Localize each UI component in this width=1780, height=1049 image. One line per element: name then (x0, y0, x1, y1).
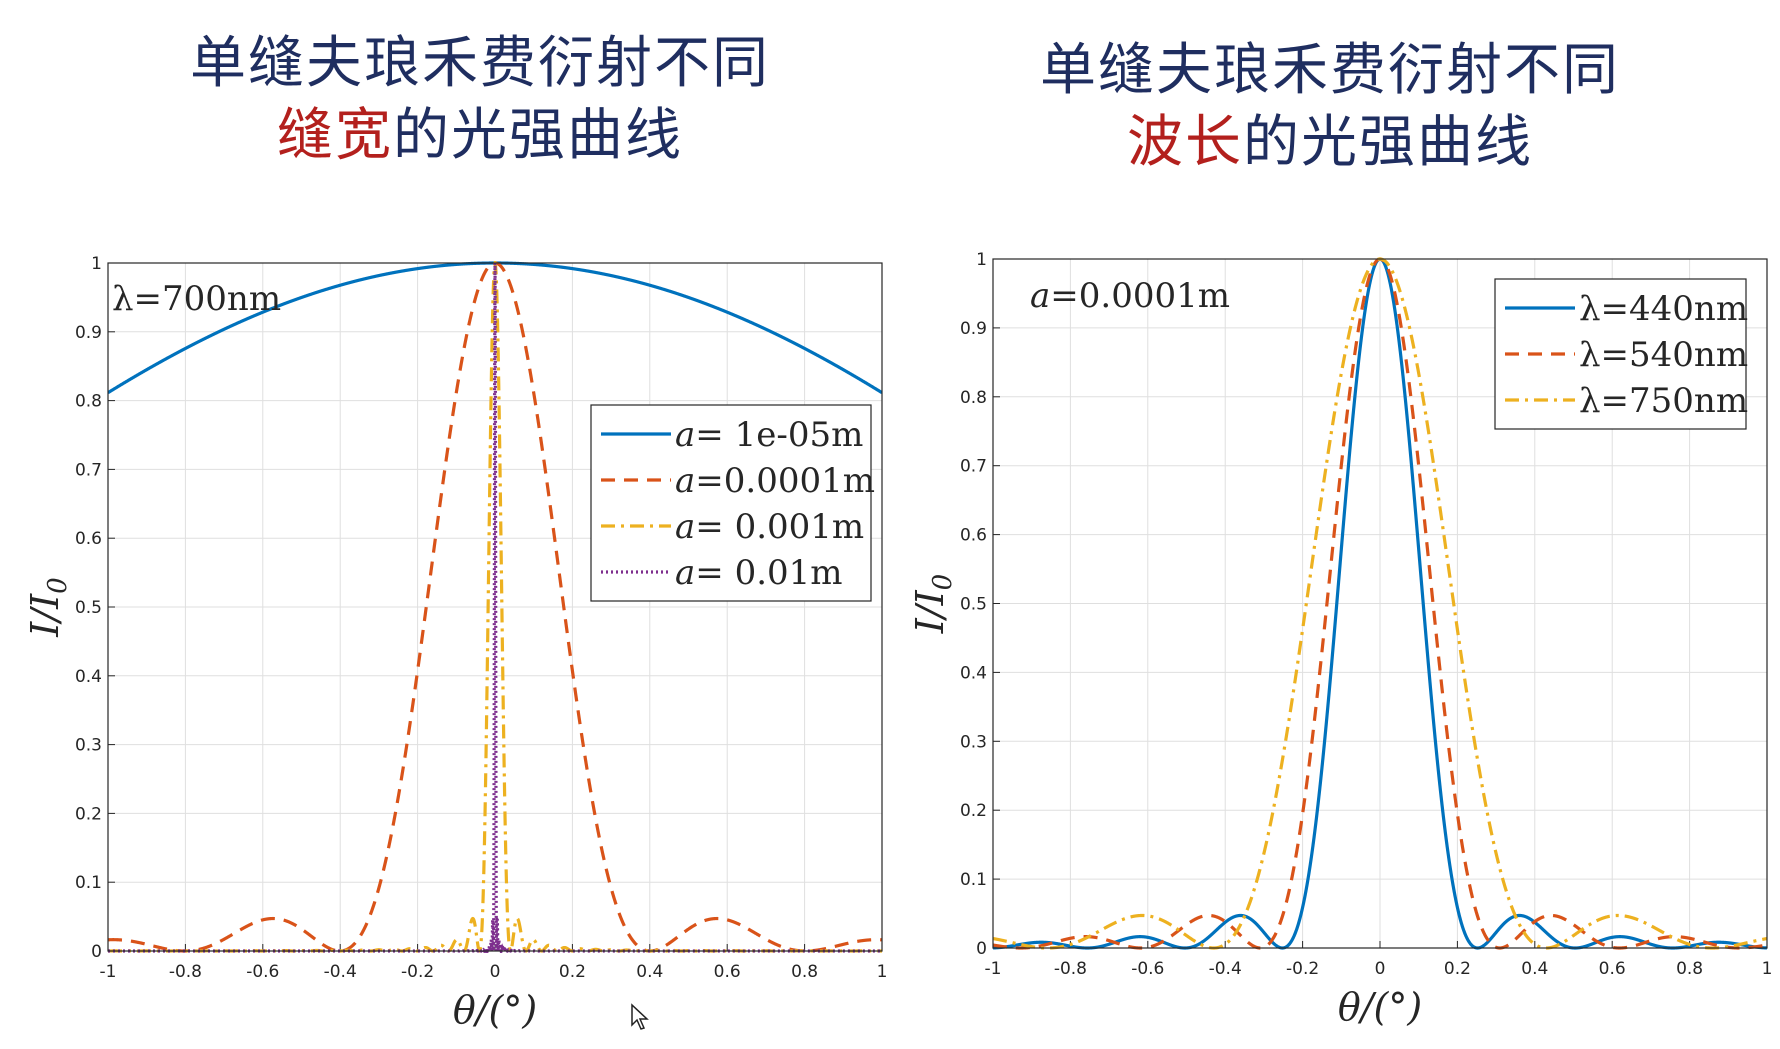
x-tick-label: 0.6 (714, 962, 741, 982)
x-tick-label: -1 (100, 962, 117, 982)
right-title-line2: 波长的光强曲线 (900, 107, 1760, 179)
y-tick-label: 0.8 (960, 388, 987, 408)
axes-box (992, 258, 1768, 949)
y-tick-label: 0.5 (75, 598, 102, 618)
y-tick-label: 0 (976, 939, 987, 959)
y-tick-label: 0.6 (75, 529, 102, 549)
legend-box (590, 404, 872, 602)
left-title-highlight: 缝宽 (277, 103, 393, 168)
y-tick-label: 0.2 (75, 804, 102, 824)
left-chart-title: 单缝夫琅禾费衍射不同 缝宽的光强曲线 (30, 28, 930, 172)
x-tick-label: 0.2 (559, 962, 586, 982)
legend-label-0: a= 1e-05m (675, 415, 863, 455)
x-tick-label: 0.2 (1444, 959, 1471, 979)
y-tick-label: 0.2 (960, 801, 987, 821)
x-tick-label: 0.6 (1599, 959, 1626, 979)
slit-width-chart: -1 -0.8 -0.6 -0.4 -0.2 0 0.2 0.4 0.6 0.8 1 0 0.1 0.2 0… (23, 254, 888, 1032)
x-tick-label: -0.8 (169, 962, 202, 982)
right-title-rest: 的光强曲线 (1243, 110, 1533, 175)
x-tick-label: -0.2 (401, 962, 434, 982)
legend-label-2: a= 0.001m (675, 507, 864, 547)
y-tick-label: 0.7 (960, 457, 987, 477)
x-tick-label: -0.6 (246, 962, 279, 982)
legend-label-2: λ=750nm (1579, 381, 1748, 421)
right-title-highlight: 波长 (1127, 110, 1243, 175)
x-tick-label: 0.4 (1521, 959, 1548, 979)
left-title-line1: 单缝夫琅禾费衍射不同 (190, 31, 770, 96)
x-tick-label: -1 (985, 959, 1002, 979)
y-tick-label: 0.5 (960, 595, 987, 615)
x-tick-label: -0.8 (1054, 959, 1087, 979)
y-tick-label: 0.9 (960, 319, 987, 339)
y-tick-label: 0.4 (75, 667, 102, 687)
x-tick-label: 0.8 (1676, 959, 1703, 979)
x-tick-label: 1 (877, 962, 888, 982)
y-axis-label: I/I0 (908, 574, 958, 634)
x-tick-label: -0.4 (324, 962, 357, 982)
y-tick-label: 0.3 (960, 732, 987, 752)
y-tick-label: 1 (976, 250, 987, 270)
x-tick-label: -0.6 (1131, 959, 1164, 979)
legend-label-0: λ=440nm (1579, 289, 1748, 329)
x-tick-label: 0.8 (791, 962, 818, 982)
y-tick-label: 0.3 (75, 736, 102, 756)
y-tick-label: 0.8 (75, 392, 102, 412)
x-tick-label: 0 (490, 962, 501, 982)
y-tick-label: 0.9 (75, 323, 102, 343)
chart-annotation: λ=700nm (112, 279, 281, 319)
y-tick-label: 0.6 (960, 526, 987, 546)
right-title-line1: 单缝夫琅禾费衍射不同 (1040, 38, 1620, 103)
legend-label-1: λ=540nm (1579, 335, 1748, 375)
x-axis-label: θ/(°) (453, 988, 537, 1032)
y-tick-label: 0.1 (75, 873, 102, 893)
y-tick-label: 0.7 (75, 460, 102, 480)
left-title-rest: 的光强曲线 (393, 103, 683, 168)
x-tick-label: -0.4 (1209, 959, 1242, 979)
chart-annotation: a=0.0001m (1030, 276, 1230, 316)
y-tick-label: 0.1 (960, 870, 987, 890)
legend-label-3: a= 0.01m (675, 553, 843, 593)
left-title-line2: 缝宽的光强曲线 (30, 100, 930, 172)
mouse-pointer-icon (631, 1003, 649, 1030)
x-axis-label: θ/(°) (1338, 985, 1422, 1029)
right-chart-title: 单缝夫琅禾费衍射不同 波长的光强曲线 (900, 35, 1760, 179)
axes-box (107, 262, 883, 952)
y-tick-label: 0.4 (960, 663, 987, 683)
x-tick-label: 0 (1375, 959, 1386, 979)
x-tick-label: 1 (1762, 959, 1773, 979)
y-tick-label: 0 (91, 942, 102, 962)
y-tick-label: 1 (91, 254, 102, 274)
x-tick-label: 0.4 (636, 962, 663, 982)
x-tick-label: -0.2 (1286, 959, 1319, 979)
legend-label-1: a=0.0001m (675, 461, 875, 501)
